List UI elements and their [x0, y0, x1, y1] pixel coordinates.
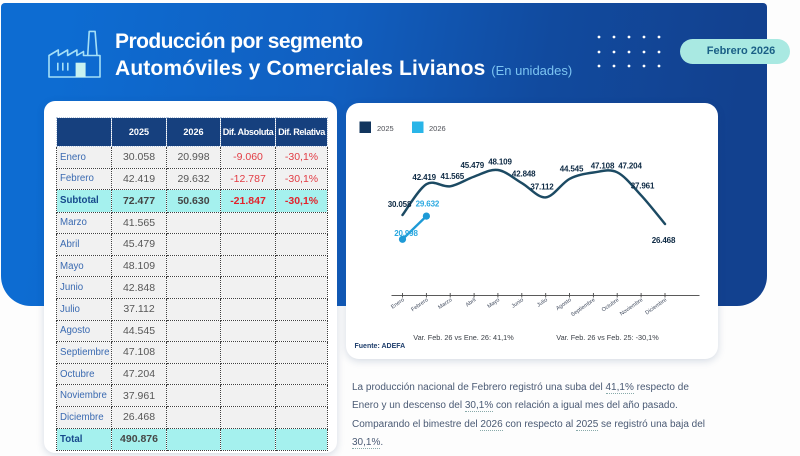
- svg-text:42.419: 42.419: [412, 173, 436, 182]
- svg-text:42.848: 42.848: [512, 170, 536, 179]
- svg-text:Abril: Abril: [465, 297, 477, 308]
- svg-text:Octubre: Octubre: [601, 297, 620, 313]
- svg-text:45.479: 45.479: [461, 161, 485, 170]
- svg-text:Mayo: Mayo: [487, 297, 501, 310]
- svg-text:47.108: 47.108: [591, 162, 615, 171]
- svg-text:Fuente: ADEFA: Fuente: ADEFA: [355, 343, 406, 350]
- svg-text:Febrero: Febrero: [410, 297, 429, 313]
- svg-text:Agosto: Agosto: [555, 297, 572, 312]
- svg-text:44.545: 44.545: [560, 165, 584, 174]
- svg-text:Septiembre: Septiembre: [570, 297, 596, 318]
- svg-text:29.632: 29.632: [416, 200, 440, 209]
- svg-text:41.565: 41.565: [441, 172, 465, 181]
- svg-text:Julio: Julio: [536, 297, 549, 308]
- svg-text:2025: 2025: [377, 124, 394, 133]
- svg-text:47.204: 47.204: [618, 162, 642, 171]
- svg-text:26.468: 26.468: [652, 236, 676, 245]
- svg-text:Noviembre: Noviembre: [619, 297, 644, 317]
- svg-text:30.058: 30.058: [388, 200, 412, 209]
- svg-text:Junio: Junio: [511, 297, 525, 309]
- svg-text:2026: 2026: [429, 124, 446, 133]
- svg-text:20.998: 20.998: [394, 229, 418, 238]
- svg-text:Var. Feb. 26 vs Feb. 25: -30,1: Var. Feb. 26 vs Feb. 25: -30,1%: [556, 333, 659, 342]
- svg-text:48.109: 48.109: [488, 158, 512, 167]
- svg-text:Diciembre: Diciembre: [644, 297, 668, 316]
- svg-text:Enero: Enero: [390, 297, 405, 310]
- svg-text:37.112: 37.112: [530, 182, 554, 191]
- svg-text:Var. Feb. 26 vs Ene. 26: 41,1%: Var. Feb. 26 vs Ene. 26: 41,1%: [413, 333, 514, 342]
- svg-text:37.961: 37.961: [631, 181, 655, 190]
- svg-text:Marzo: Marzo: [437, 297, 453, 311]
